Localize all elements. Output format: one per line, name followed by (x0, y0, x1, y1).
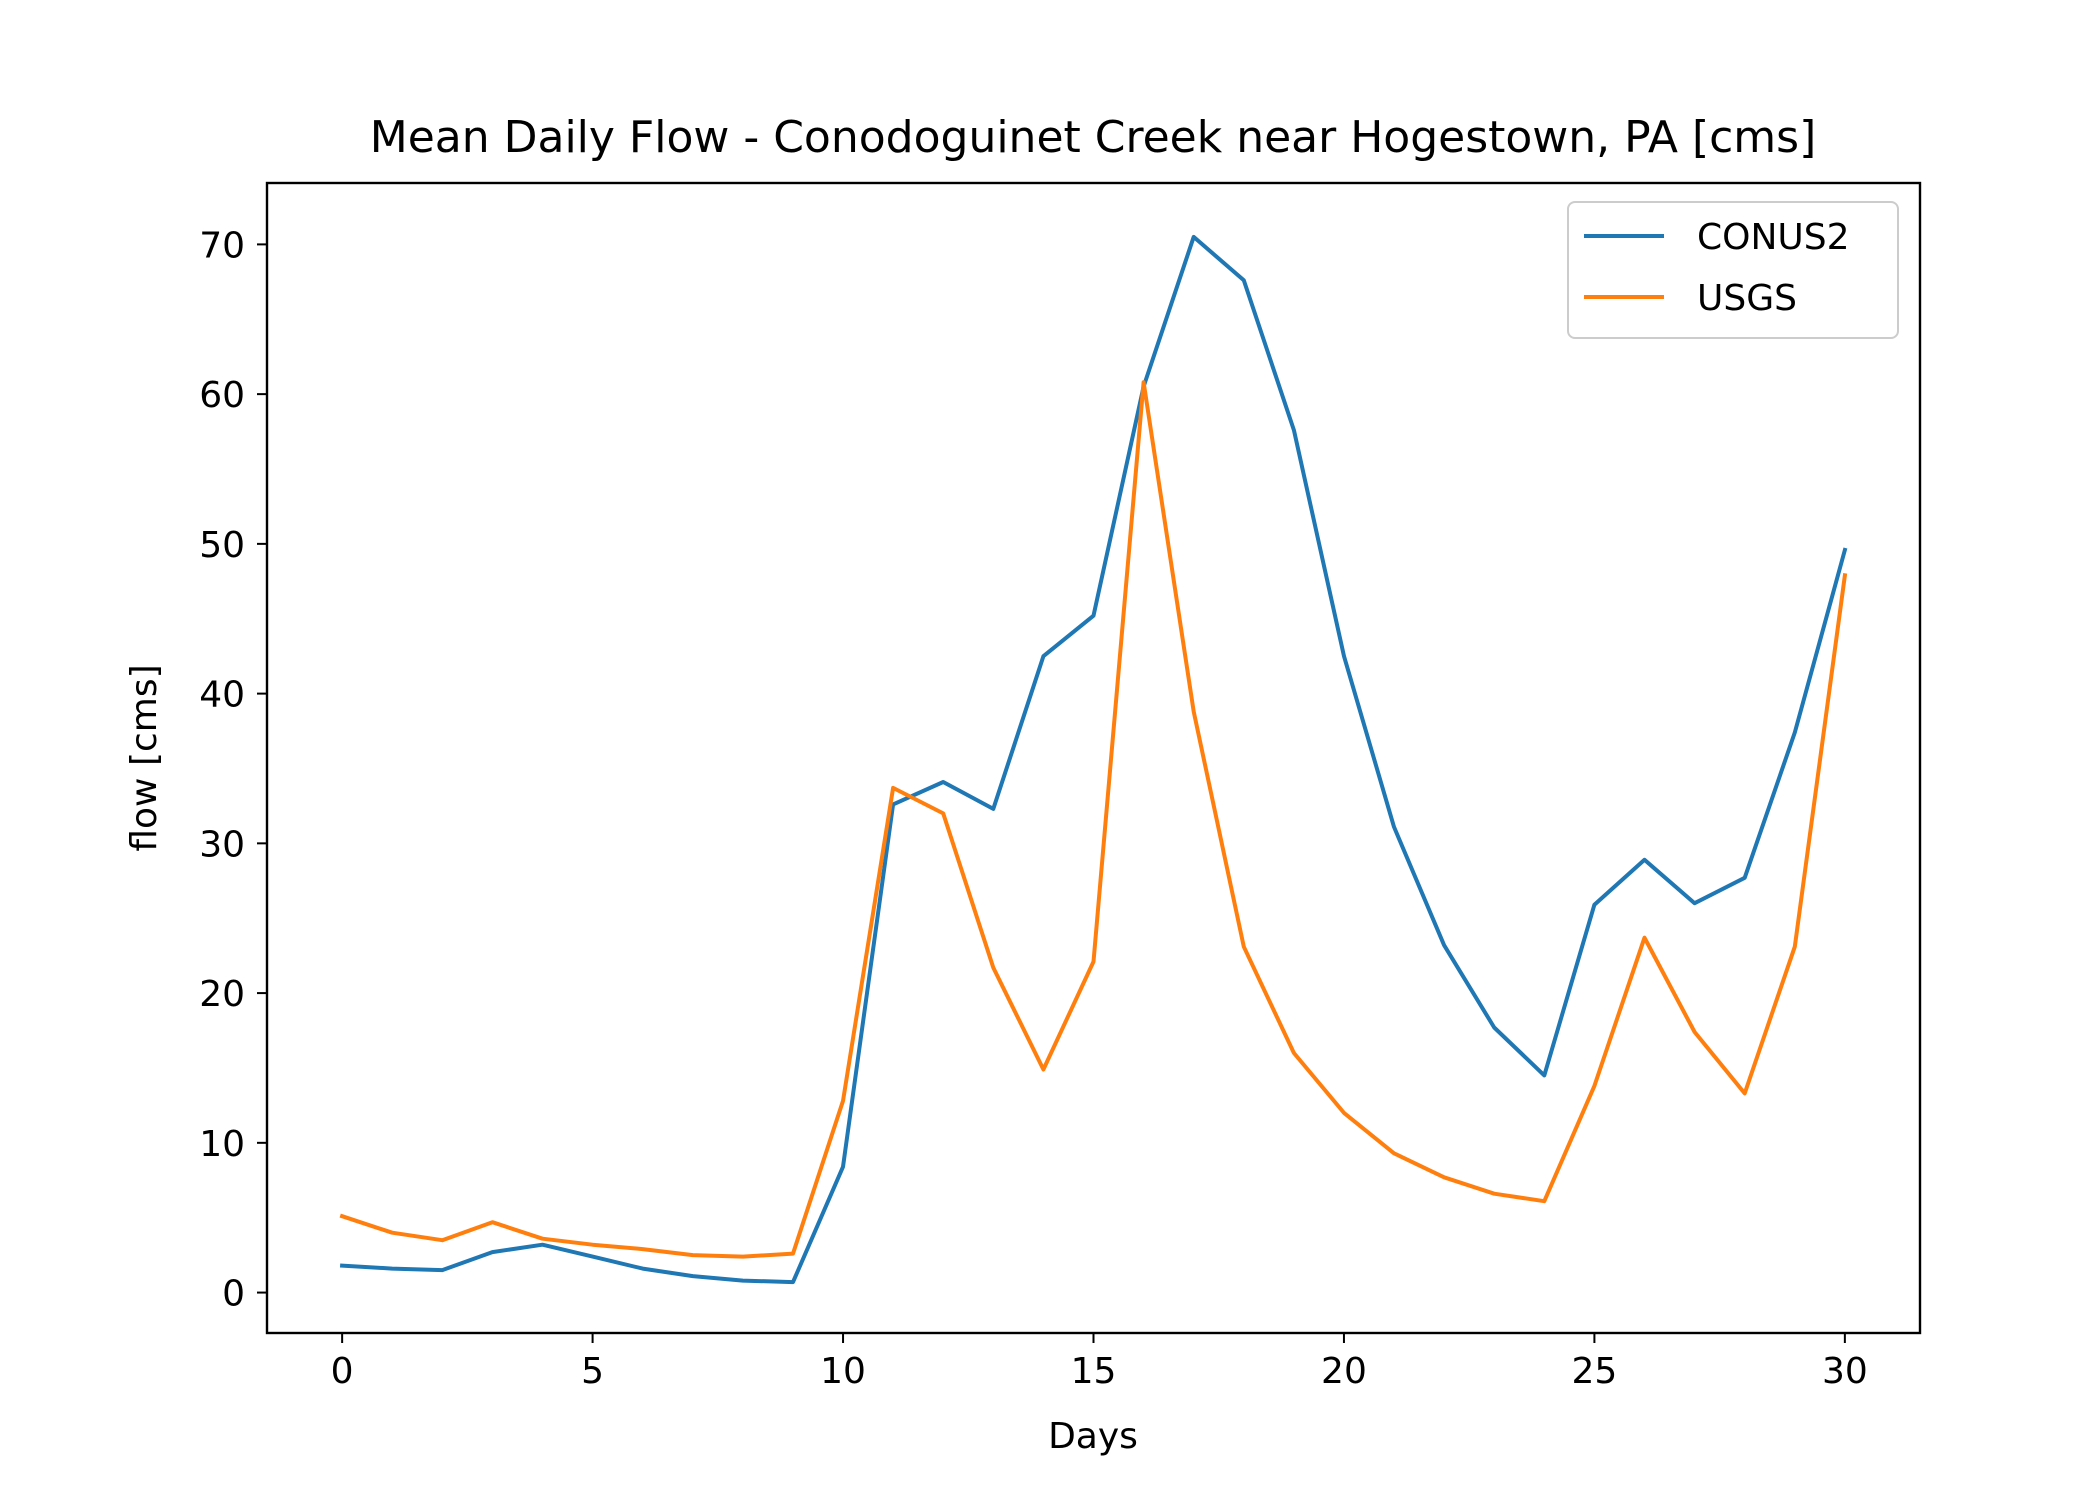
x-tick-label: 20 (1321, 1351, 1367, 1392)
y-tick-label: 0 (222, 1274, 245, 1315)
x-tick-label: 25 (1572, 1351, 1618, 1392)
y-tick-label: 20 (199, 974, 245, 1015)
y-tick-label: 30 (199, 824, 245, 865)
y-axis-label: flow [cms] (124, 664, 165, 851)
x-tick-label: 5 (581, 1351, 604, 1392)
y-tick-label: 40 (199, 675, 245, 716)
legend: CONUS2 USGS (1568, 202, 1898, 338)
chart-title: Mean Daily Flow - Conodoguinet Creek nea… (370, 112, 1817, 163)
legend-label-usgs: USGS (1697, 278, 1797, 319)
x-tick-label: 15 (1071, 1351, 1117, 1392)
x-tick-label: 30 (1822, 1351, 1868, 1392)
y-tick-label: 10 (199, 1124, 245, 1165)
x-tick-label: 0 (331, 1351, 354, 1392)
y-tick-label: 50 (199, 525, 245, 566)
y-tick-label: 70 (199, 225, 245, 266)
x-tick-label: 10 (820, 1351, 866, 1392)
legend-label-conus2: CONUS2 (1697, 217, 1850, 258)
x-axis-label: Days (1048, 1416, 1138, 1457)
y-tick-label: 60 (199, 375, 245, 416)
